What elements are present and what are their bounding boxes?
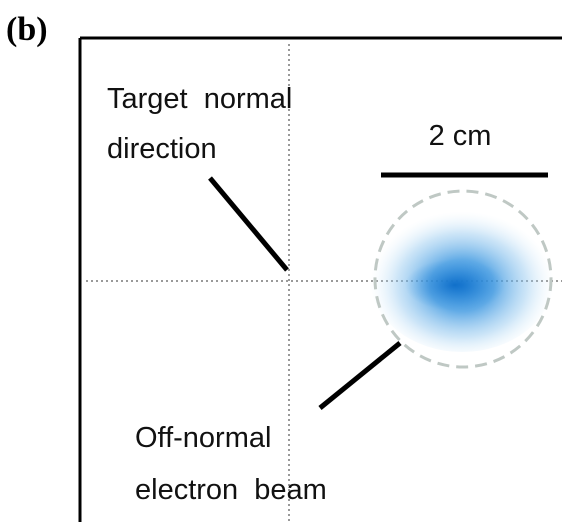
annotation-line: direction (107, 133, 217, 165)
annotation-line: Target normal (107, 83, 292, 115)
annotation-line: Off-normal (135, 422, 271, 454)
figure-panel: (b) 2 cm Target normal direction Off-norma… (0, 0, 562, 522)
pointer-line (210, 178, 287, 270)
annotations: Target normal direction Off-normal electron… (107, 83, 327, 506)
beam-core (405, 259, 505, 311)
panel-label: (b) (6, 11, 48, 48)
annotation-line: electron beam (135, 474, 327, 506)
pointer-line (320, 343, 400, 408)
scale-bar-label: 2 cm (429, 120, 492, 152)
